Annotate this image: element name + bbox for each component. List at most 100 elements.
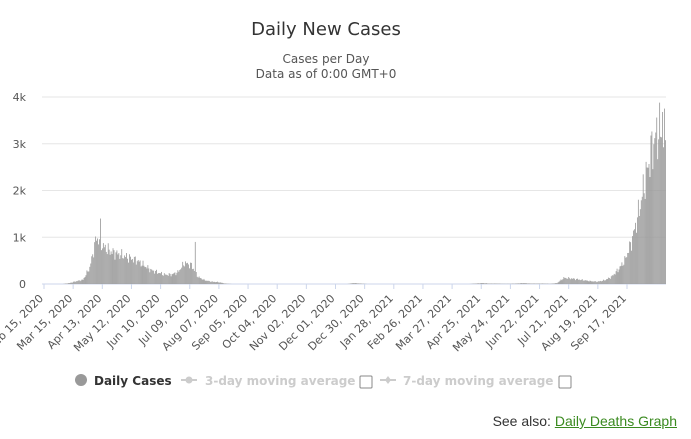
bar-daily-cases bbox=[553, 283, 555, 284]
bar-daily-cases bbox=[86, 270, 88, 284]
bar-daily-cases bbox=[211, 281, 213, 284]
bar-daily-cases bbox=[165, 274, 167, 284]
bar-daily-cases bbox=[636, 232, 637, 284]
bar-daily-cases bbox=[206, 280, 208, 284]
bar-daily-cases bbox=[621, 262, 623, 284]
bar-daily-cases bbox=[528, 283, 530, 284]
chart-subtitle-cases-per-day: Cases per Day bbox=[283, 52, 370, 66]
bar-daily-cases bbox=[162, 275, 164, 284]
bar-daily-cases bbox=[351, 283, 353, 284]
legend-daily-cases[interactable]: Daily Cases bbox=[94, 374, 172, 388]
bar-daily-cases bbox=[599, 281, 601, 284]
bar-daily-cases bbox=[159, 273, 160, 284]
bar-daily-cases bbox=[600, 280, 602, 284]
bar-daily-cases bbox=[118, 253, 120, 284]
bar-daily-cases bbox=[358, 283, 360, 284]
daily-deaths-graph-link[interactable]: Daily Deaths Graph bbox=[554, 413, 677, 429]
legend-7day-marker-icon bbox=[385, 376, 391, 384]
bar-daily-cases bbox=[612, 275, 614, 284]
bar-daily-cases bbox=[523, 283, 525, 284]
legend-3day-checkbox[interactable] bbox=[359, 375, 373, 389]
bar-daily-cases bbox=[584, 280, 586, 284]
bar-daily-cases bbox=[663, 147, 664, 284]
legend-7day-checkbox[interactable] bbox=[558, 375, 572, 389]
bar-daily-cases bbox=[104, 244, 106, 284]
bar-daily-cases bbox=[644, 198, 646, 284]
bar-daily-cases bbox=[163, 273, 165, 284]
bar-daily-cases bbox=[534, 283, 536, 284]
bar-daily-cases bbox=[627, 253, 629, 284]
bar-daily-cases bbox=[615, 271, 617, 284]
bar-daily-cases bbox=[87, 271, 89, 284]
bar-daily-cases bbox=[88, 271, 90, 284]
bar-daily-cases bbox=[613, 273, 615, 284]
bar-daily-cases bbox=[520, 283, 522, 284]
bar-daily-cases bbox=[158, 273, 159, 284]
bar-daily-cases bbox=[533, 283, 535, 284]
bar-daily-cases bbox=[106, 254, 108, 284]
bar-daily-cases bbox=[192, 268, 194, 284]
bar-daily-cases bbox=[527, 283, 529, 284]
bar-daily-cases bbox=[156, 269, 157, 284]
bar-daily-cases bbox=[176, 272, 178, 284]
bar-daily-cases bbox=[173, 273, 175, 284]
bar-daily-cases bbox=[641, 196, 643, 284]
bar-daily-cases bbox=[662, 111, 663, 285]
bar-daily-cases bbox=[603, 279, 604, 284]
bar-daily-cases bbox=[143, 265, 145, 284]
bar-daily-cases bbox=[569, 278, 571, 284]
bar-daily-cases bbox=[134, 256, 136, 284]
bar-daily-cases bbox=[625, 257, 627, 284]
bar-daily-cases bbox=[622, 265, 624, 284]
bar-daily-cases bbox=[657, 159, 659, 284]
bar-daily-cases bbox=[483, 283, 484, 284]
bar-daily-cases bbox=[221, 282, 223, 284]
bar-daily-cases bbox=[161, 271, 162, 284]
bar-daily-cases bbox=[638, 215, 640, 284]
bar-daily-cases bbox=[481, 283, 483, 284]
bar-daily-cases bbox=[595, 281, 597, 284]
bar-daily-cases bbox=[181, 267, 183, 284]
y-axis-ticks: 0 1k 2k 3k 4k bbox=[13, 91, 27, 291]
bar-daily-cases bbox=[353, 283, 355, 284]
bar-daily-cases bbox=[81, 279, 83, 284]
bar-daily-cases bbox=[633, 230, 634, 284]
bar-daily-cases bbox=[89, 266, 91, 284]
legend-daily-cases-marker-icon bbox=[75, 374, 87, 386]
bar-daily-cases bbox=[524, 283, 526, 284]
bar-daily-cases bbox=[577, 278, 578, 284]
bar-daily-cases bbox=[215, 282, 216, 284]
legend-3day-marker-icon bbox=[185, 376, 193, 384]
bar-daily-cases bbox=[563, 277, 565, 284]
bar-daily-cases bbox=[142, 260, 144, 284]
bar-daily-cases bbox=[354, 283, 356, 284]
bar-daily-cases bbox=[131, 259, 132, 284]
bar-daily-cases bbox=[576, 278, 577, 284]
bar-daily-cases bbox=[648, 164, 650, 284]
y-tick-label: 2k bbox=[13, 185, 27, 198]
bar-daily-cases bbox=[70, 282, 71, 284]
bar-daily-cases bbox=[583, 280, 585, 284]
bar-daily-cases bbox=[602, 280, 603, 284]
bar-daily-cases bbox=[566, 278, 568, 284]
bar-daily-cases bbox=[486, 283, 487, 284]
bar-daily-cases bbox=[74, 281, 76, 284]
y-tick-label: 1k bbox=[13, 231, 27, 244]
bar-daily-cases bbox=[123, 258, 125, 284]
bar-daily-cases bbox=[127, 258, 128, 284]
bar-daily-cases bbox=[561, 280, 563, 284]
bar-daily-cases bbox=[151, 269, 153, 284]
bar-daily-cases bbox=[78, 280, 80, 284]
bar-daily-cases bbox=[617, 272, 619, 284]
bar-daily-cases bbox=[72, 281, 74, 284]
bar-daily-cases bbox=[80, 280, 82, 284]
bar-daily-cases bbox=[630, 242, 632, 284]
bar-daily-cases bbox=[169, 273, 171, 284]
bar-daily-cases bbox=[596, 282, 598, 284]
bar-daily-cases bbox=[539, 283, 541, 284]
bar-daily-cases bbox=[203, 278, 205, 284]
bar-daily-cases bbox=[161, 275, 163, 284]
legend-3day-moving-average[interactable]: 3-day moving average bbox=[205, 374, 355, 388]
bar-daily-cases bbox=[582, 280, 584, 284]
legend-7day-moving-average[interactable]: 7-day moving average bbox=[403, 374, 553, 388]
